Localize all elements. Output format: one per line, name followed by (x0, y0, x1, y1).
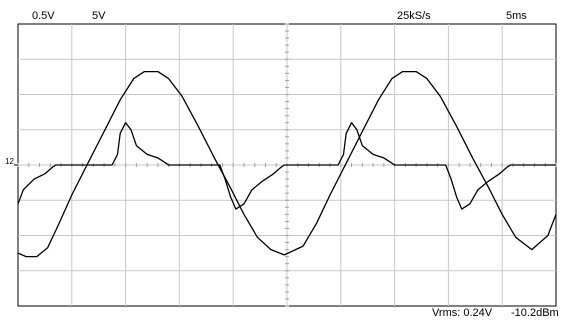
waveform-trace-2 (17, 122, 556, 210)
power-readout: -10.2dBm (511, 307, 559, 319)
channel-2-scale: 5V (92, 10, 106, 22)
timebase: 5ms (506, 10, 527, 22)
waveform-traces (14, 70, 557, 258)
waveform-trace-1 (17, 70, 557, 258)
trigger-level-marker: 12 (5, 157, 14, 166)
vrms-readout: Vrms: 0.24V (432, 307, 493, 319)
sample-rate: 25kS/s (397, 10, 431, 22)
channel-1-scale: 0.5V (32, 10, 55, 22)
